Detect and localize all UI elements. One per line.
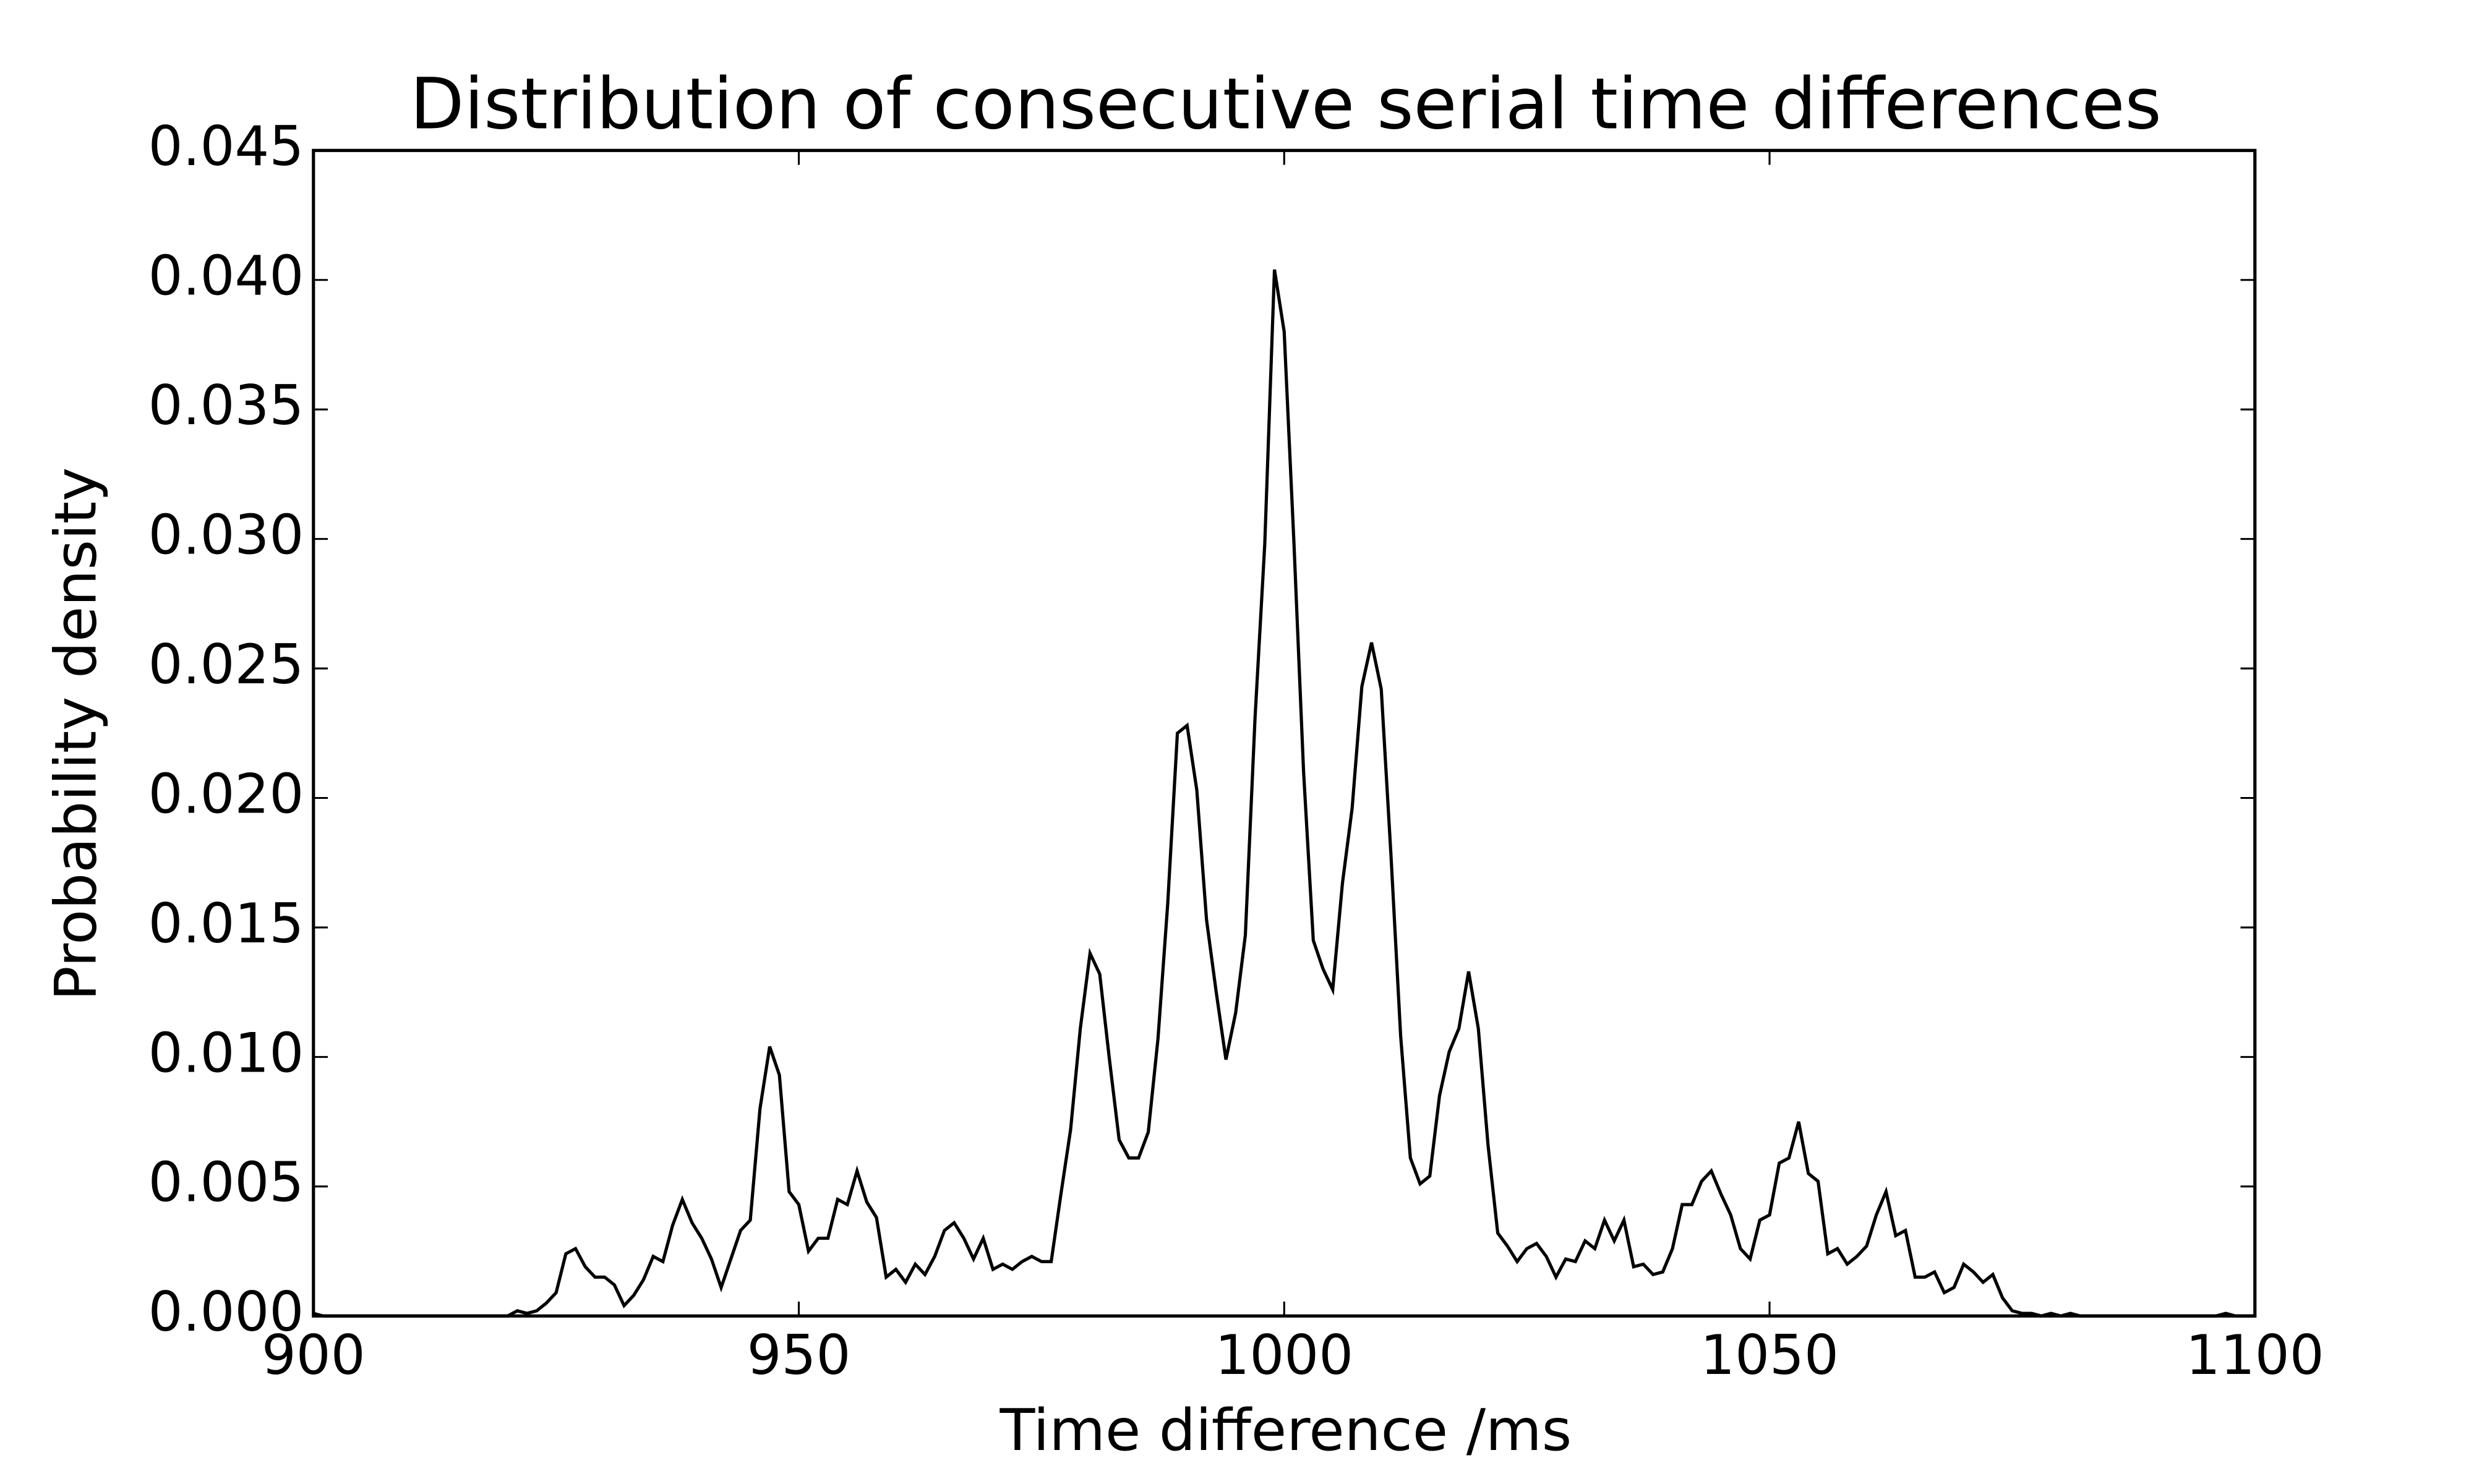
x-axis-label: Time difference /ms (999, 1397, 1572, 1464)
y-tick-label: 0.015 (148, 892, 304, 955)
y-axis-label: Probability density (43, 467, 109, 1001)
y-tick-label: 0.005 (148, 1151, 304, 1214)
y-tick-label: 0.000 (148, 1280, 304, 1344)
y-tick-label: 0.010 (148, 1021, 304, 1085)
y-tick-label: 0.045 (148, 114, 304, 178)
x-tick-label: 950 (747, 1323, 851, 1387)
y-tick-label: 0.030 (148, 503, 304, 567)
plot-frame (312, 148, 2257, 1318)
x-tick-label: 1050 (1700, 1323, 1839, 1387)
y-tick-label: 0.025 (148, 633, 304, 696)
y-tick-label: 0.035 (148, 373, 304, 437)
y-tick-label: 0.020 (148, 762, 304, 825)
x-tick-label: 900 (262, 1323, 366, 1387)
data-line (313, 269, 2255, 1318)
chart-title: Distribution of consecutive serial time … (410, 62, 2162, 145)
x-tick-label: 1000 (1215, 1323, 1353, 1387)
y-tick-label: 0.040 (148, 244, 304, 308)
x-tick-label: 1100 (2186, 1323, 2324, 1387)
